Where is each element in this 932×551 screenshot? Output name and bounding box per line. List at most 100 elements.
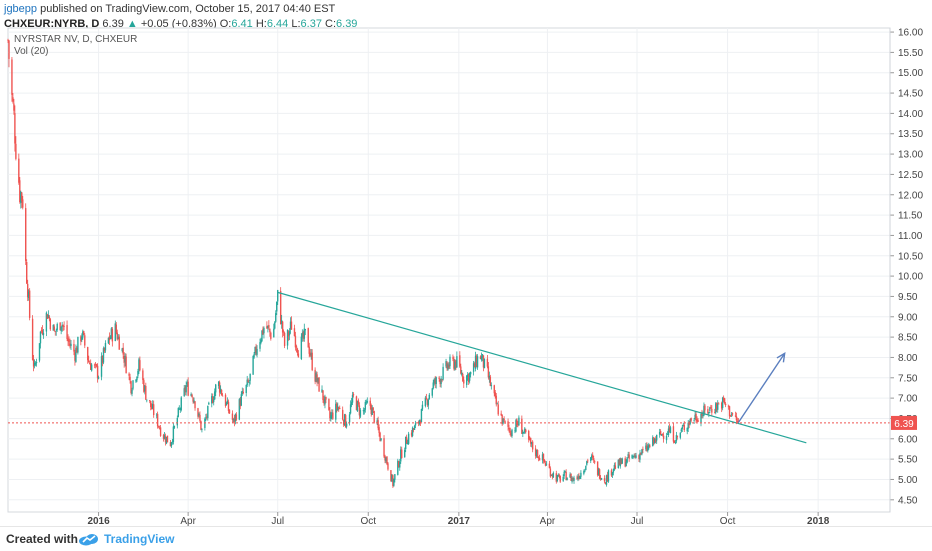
candle-body [144,385,146,392]
candle-body [707,409,709,414]
candle-body [128,373,130,376]
candle-body [579,476,581,479]
footer-bar: Created with TradingView [0,526,932,551]
candle-body [150,400,152,408]
candle-body [449,356,451,367]
candle-body [241,390,243,395]
candle-body [438,377,440,379]
candle-body [263,327,265,334]
candle-body [96,365,99,379]
candle-body [688,422,690,426]
candle-body [109,337,112,339]
candle-body [675,435,678,442]
candle-body [690,418,692,421]
author-link[interactable]: jgbepp [4,3,38,15]
candle-body [246,379,248,386]
candle-body [425,397,428,399]
y-tick-label: 13.50 [898,129,923,140]
candle-body [624,458,626,467]
candle-body [214,391,216,400]
candle-body [38,343,41,361]
candle-body [619,458,621,467]
candle-body [424,397,427,407]
up-triangle-icon: ▲ [126,18,138,30]
candle-body [669,427,672,433]
price-chart[interactable]: 4.505.005.506.006.507.007.508.008.509.00… [0,0,932,526]
candle-body [729,415,732,417]
candle-body [632,455,634,457]
candle-body [31,318,34,360]
candle-body [635,455,637,458]
y-tick-label: 4.50 [898,495,918,506]
y-tick-label: 8.00 [898,353,918,364]
candle-body [481,354,484,358]
candle-body [145,386,147,400]
candle-body [538,457,541,461]
chart-header: jgbepp published on TradingView.com, Oct… [4,2,357,32]
candle-body [365,402,368,404]
candle-body [35,362,38,364]
candle-body [410,432,413,436]
candle-body [114,323,116,341]
candle-body [500,413,502,416]
candle-body [472,363,475,372]
candle-body [294,335,297,348]
candle-body [694,414,696,419]
candle-body [577,476,579,479]
candle-body [529,438,531,440]
candle-body [625,461,627,467]
candle-body [720,402,723,409]
candle-body [68,339,70,343]
candle-body [473,363,476,368]
candle-body [446,362,448,369]
candle-body [45,312,48,332]
candle-body [697,420,699,422]
candle-body [452,357,454,359]
candle-body [487,366,490,378]
candle-body [626,457,628,463]
candle-body [173,426,176,428]
candle-body [94,363,97,365]
candle-body [549,468,552,477]
candle-body [468,373,471,381]
candle-body [198,413,200,416]
candle-body [60,326,62,331]
tradingview-brand[interactable]: TradingView [104,532,175,546]
candle-body [266,326,268,329]
x-tick-label: Apr [540,516,556,526]
candle-body [151,406,153,410]
candle-body [510,432,512,437]
candle-body [514,430,516,432]
candle-body [227,401,230,411]
candle-body [708,412,710,414]
candle-body [233,417,236,423]
candle-body [606,474,609,482]
candle-body [41,329,44,334]
candle-body [566,477,568,481]
candle-body [483,358,486,369]
candle-body [466,375,468,385]
candle-body [700,413,702,423]
y-tick-label: 8.50 [898,333,918,344]
candle-body [280,320,283,325]
candle-body [252,355,254,375]
candle-body [447,364,449,370]
time-axis: 2016 Apr Jul Oct 2017 Apr Jul Oct 2018 [87,512,830,526]
change-value: +0.05 (+0.83%) [140,18,217,30]
candle-body [207,405,209,419]
candle-body [597,469,600,475]
open-value: 6.41 [231,18,253,30]
candle-body [545,463,548,465]
candle-body [701,413,703,416]
candle-body [525,429,527,432]
candle-body [315,372,317,382]
candle-body [439,379,441,385]
candle-body [417,422,420,424]
candle-body [627,454,629,457]
candle-body [184,387,186,392]
candle-body [411,427,414,437]
candle-body [613,464,616,470]
candle-body [522,432,524,434]
candle-body [398,461,400,468]
candle-body [400,449,402,462]
